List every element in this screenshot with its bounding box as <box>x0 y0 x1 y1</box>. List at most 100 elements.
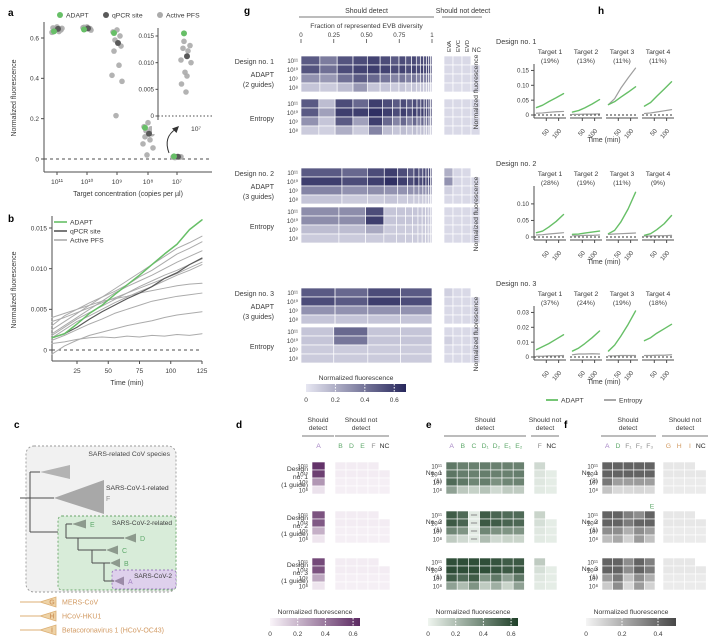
heatmap-cell <box>334 461 347 471</box>
x-tick-label: 100 <box>551 127 563 140</box>
heatmap-cell <box>423 82 427 93</box>
heatmap-cell <box>417 215 423 226</box>
outgroup-letter: G <box>49 600 55 607</box>
heatmap-cell <box>367 565 380 575</box>
inset-point-adapt <box>181 30 187 37</box>
heatmap-cell <box>345 469 358 479</box>
heatmap-cell <box>452 73 463 84</box>
heatmap-cell <box>418 176 424 187</box>
row-label: 10⁸ <box>299 488 309 495</box>
heatmap-cell <box>415 73 421 84</box>
heatmap-cell <box>413 176 420 187</box>
column-label: E₂ <box>515 443 523 450</box>
colorbar-tick-label: 0.4 <box>321 631 330 638</box>
heatmap-cell <box>545 461 558 471</box>
heatmap-cell <box>456 534 469 544</box>
heatmap-cell <box>400 353 433 364</box>
heatmap-cell <box>416 116 422 127</box>
x-tick-label: 100 <box>623 369 635 382</box>
row-label: 10⁸ <box>433 584 443 591</box>
x-tick-label: 10⁸ <box>143 179 154 186</box>
axis-tick-label: 0 <box>299 32 303 39</box>
row-label: 10¹⁰ <box>287 179 299 186</box>
heatmap-cell <box>445 518 458 528</box>
heatmap-cell <box>501 573 514 583</box>
method-label: Entropy <box>250 344 275 351</box>
heatmap-cell <box>468 565 480 575</box>
heatmap-cell <box>365 233 385 244</box>
outgroup-letter: I <box>51 628 53 635</box>
heatmap-cell <box>311 526 326 536</box>
heatmap-cell <box>443 125 454 136</box>
heatmap-cell <box>443 215 454 226</box>
column-label: D <box>349 443 354 450</box>
target-pct: (11%) <box>649 58 667 65</box>
heatmap-cell <box>400 344 433 355</box>
heatmap-cell <box>423 125 428 136</box>
heatmap-cell <box>430 185 433 196</box>
colorbar-tick-label: 0.4 <box>653 631 662 638</box>
x-tick-label: 50 <box>105 368 113 375</box>
heatmap-cell <box>396 233 406 244</box>
x-tick-label: 50 <box>649 249 659 259</box>
heatmap-cell <box>345 485 358 495</box>
target-title: Target 3 <box>610 171 635 178</box>
heatmap-cell <box>445 557 458 567</box>
heatmap-cell <box>695 565 707 575</box>
panel-a: a ADAPT qPCR site Active PFS 0 0.2 0.4 0.6 10¹¹… <box>6 6 218 198</box>
clade-letter: A <box>128 579 133 586</box>
active-pfs-line <box>51 250 203 335</box>
x-tick-label: 50 <box>577 127 587 137</box>
heatmap-cell <box>368 125 383 136</box>
heatmap-cell <box>300 215 340 226</box>
row-label: 10¹¹ <box>297 514 308 520</box>
heatmap-cell <box>443 167 454 178</box>
heatmap-cell <box>399 116 408 127</box>
colorbar-tick-label: 0 <box>584 631 588 638</box>
colorbar-tick-label: 0 <box>304 397 308 404</box>
x-tick-label: 50 <box>577 249 587 259</box>
heatmap-cell <box>356 518 369 528</box>
heatmap-cell <box>366 73 381 84</box>
heatmap-cell <box>684 565 696 575</box>
heatmap-cell <box>345 477 358 487</box>
heatmap-cell <box>533 534 546 544</box>
heatmap-cell <box>378 477 391 487</box>
heatmap-cell <box>479 581 492 591</box>
heatmap-cell <box>452 98 463 109</box>
heatmap-cell <box>382 125 393 136</box>
heatmap-cell <box>300 55 321 66</box>
heatmap-cell <box>452 125 463 136</box>
sars-cov-2-label: SARS-CoV-2 <box>134 573 172 580</box>
heatmap-cell <box>512 518 525 528</box>
heatmap-cell <box>501 485 514 495</box>
heatmap-cell <box>512 461 525 471</box>
y-tick-label: 0.05 <box>517 218 530 225</box>
heatmap-cell <box>311 581 326 591</box>
heatmap-cell <box>398 55 407 66</box>
heatmap-cell <box>612 534 624 544</box>
y-axis-label: Normalized fluorescence <box>473 296 480 371</box>
heatmap-cell <box>633 565 645 575</box>
heatmap-cell <box>345 518 358 528</box>
column-label: NC <box>380 443 390 450</box>
heatmap-cell <box>341 194 368 205</box>
colorbar-label: Normalized fluorescence <box>319 375 394 382</box>
panel-c-diagram: SARS-related CoV species SARS-CoV-1-relat… <box>20 445 177 636</box>
heatmap-cell <box>429 233 433 244</box>
row-label: 10¹⁰ <box>587 472 599 479</box>
row-label: 10¹¹ <box>587 514 598 520</box>
heatmap-cell <box>633 469 645 479</box>
heatmap-cell <box>300 185 343 196</box>
heatmap-cell <box>443 107 454 118</box>
heatmap-cell <box>392 116 401 127</box>
colorbar-tick-label: 0.6 <box>349 631 358 638</box>
panel-label-c: c <box>14 420 20 431</box>
inset-point-active <box>181 38 187 45</box>
heatmap-cell <box>345 534 358 544</box>
heatmap-cell <box>390 73 400 84</box>
adapt-line <box>571 330 601 352</box>
heatmap-cell <box>545 534 558 544</box>
heatmap-cell <box>445 565 458 575</box>
heatmap-cell <box>601 534 613 544</box>
